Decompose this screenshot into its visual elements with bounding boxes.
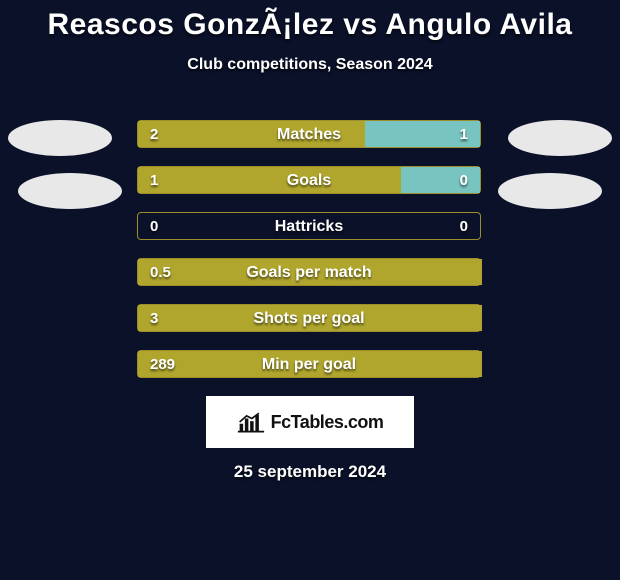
bar-chart-icon	[237, 411, 265, 433]
stat-track: 10Goals	[137, 166, 481, 194]
stat-row: 0.5Goals per match	[0, 258, 620, 286]
stat-track: 21Matches	[137, 120, 481, 148]
stat-label: Shots per goal	[138, 305, 480, 333]
stat-track: 3Shots per goal	[137, 304, 481, 332]
stat-label: Matches	[138, 121, 480, 149]
stat-label: Goals per match	[138, 259, 480, 287]
page-title: Reascos GonzÃ¡lez vs Angulo Avila	[0, 0, 620, 42]
stat-bars: 21Matches 10Goals 00Hattricks 0.5Goals per …	[0, 120, 620, 378]
stat-label: Hattricks	[138, 213, 480, 241]
stat-track: 289Min per goal	[137, 350, 481, 378]
stat-track: 00Hattricks	[137, 212, 481, 240]
date: 25 september 2024	[0, 462, 620, 482]
stat-row: 289Min per goal	[0, 350, 620, 378]
logo-box: FcTables.com	[206, 396, 414, 448]
stat-row: 00Hattricks	[0, 212, 620, 240]
stat-row: 21Matches	[0, 120, 620, 148]
stat-track: 0.5Goals per match	[137, 258, 481, 286]
logo-text: FcTables.com	[271, 412, 384, 433]
subtitle: Club competitions, Season 2024	[0, 56, 620, 74]
stat-row: 3Shots per goal	[0, 304, 620, 332]
stat-label: Goals	[138, 167, 480, 195]
stat-row: 10Goals	[0, 166, 620, 194]
stat-label: Min per goal	[138, 351, 480, 379]
